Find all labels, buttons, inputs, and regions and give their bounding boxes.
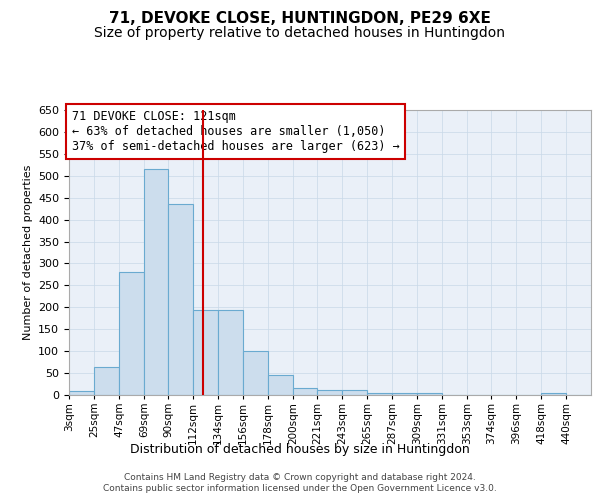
Bar bbox=[268, 376, 293, 395]
Bar bbox=[541, 393, 566, 395]
Bar bbox=[94, 366, 119, 395]
Bar bbox=[317, 390, 342, 395]
Bar bbox=[417, 393, 442, 395]
Text: Contains HM Land Registry data © Crown copyright and database right 2024.: Contains HM Land Registry data © Crown c… bbox=[124, 472, 476, 482]
Text: 71 DEVOKE CLOSE: 121sqm
← 63% of detached houses are smaller (1,050)
37% of semi: 71 DEVOKE CLOSE: 121sqm ← 63% of detache… bbox=[71, 110, 400, 153]
Text: Size of property relative to detached houses in Huntingdon: Size of property relative to detached ho… bbox=[95, 26, 505, 40]
Y-axis label: Number of detached properties: Number of detached properties bbox=[23, 165, 32, 340]
Bar bbox=[168, 204, 193, 395]
Text: 71, DEVOKE CLOSE, HUNTINGDON, PE29 6XE: 71, DEVOKE CLOSE, HUNTINGDON, PE29 6XE bbox=[109, 11, 491, 26]
Bar bbox=[392, 393, 417, 395]
Text: Distribution of detached houses by size in Huntingdon: Distribution of detached houses by size … bbox=[130, 442, 470, 456]
Text: Contains public sector information licensed under the Open Government Licence v3: Contains public sector information licen… bbox=[103, 484, 497, 493]
Bar bbox=[367, 393, 392, 395]
Bar bbox=[243, 351, 268, 395]
Bar bbox=[193, 310, 218, 395]
Bar bbox=[342, 390, 367, 395]
Bar bbox=[119, 272, 144, 395]
Bar bbox=[218, 310, 243, 395]
Bar bbox=[144, 169, 168, 395]
Bar bbox=[69, 390, 94, 395]
Bar bbox=[293, 388, 317, 395]
